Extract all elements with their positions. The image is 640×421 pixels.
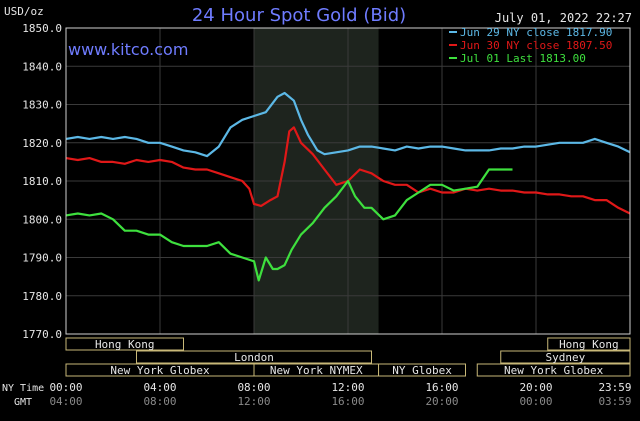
session-bar (136, 350, 372, 364)
session-label: London (234, 351, 274, 364)
chart-title: 24 Hour Spot Gold (Bid) (192, 5, 406, 26)
session-bar (378, 363, 466, 377)
x-tick-label-ny: 16:00 (425, 381, 458, 394)
site-watermark: www.kitco.com (68, 40, 188, 59)
x-tick-label-ny: 00:00 (49, 381, 82, 394)
session-label: Sydney (546, 351, 586, 364)
x-tick-label-ny: 04:00 (143, 381, 176, 394)
x-tick-label-gmt: 04:00 (49, 395, 82, 408)
x-tick-label-gmt: 08:00 (143, 395, 176, 408)
session-label: Hong Kong (95, 338, 155, 351)
session-bar (476, 363, 631, 377)
series-line (65, 91, 631, 158)
session-label: New York Globex (110, 364, 210, 377)
session-bar (65, 337, 184, 351)
x-tick-label-gmt: 12:00 (237, 395, 270, 408)
series-line (65, 126, 631, 215)
x-tick-label-ny: 20:00 (519, 381, 552, 394)
session-bar (500, 350, 631, 364)
x-tick-label-ny: 12:00 (331, 381, 364, 394)
session-label: New York Globex (504, 364, 604, 377)
x-tick-label-gmt: 20:00 (425, 395, 458, 408)
y-tick-label: 1840.0 (22, 60, 62, 73)
x-tick-label-ny: 08:00 (237, 381, 270, 394)
y-tick-label: 1770.0 (22, 328, 62, 341)
session-label: New York NYMEX (270, 364, 363, 377)
x-tick-label-gmt: 16:00 (331, 395, 364, 408)
series-line (65, 168, 513, 282)
x-axis: NY TimeGMT00:0004:0004:0008:0008:0012:00… (2, 381, 632, 408)
y-tick-label: 1780.0 (22, 290, 62, 303)
y-tick-label: 1820.0 (22, 137, 62, 150)
y-tick-label: 1850.0 (22, 22, 62, 35)
series-layer (65, 91, 631, 282)
y-tick-label: 1800.0 (22, 213, 62, 226)
y-tick-label: 1830.0 (22, 99, 62, 112)
plot-frame (65, 27, 631, 335)
x-row-label-ny: NY Time (2, 383, 44, 394)
legend-entry: Jun 29 NY close 1817.90 (460, 26, 612, 39)
y-axis-label: USD/oz (4, 5, 44, 18)
y-axis: 1850.0 1840.0 1830.0 1820.0 1810.0 1800.0 1790… (22, 22, 62, 341)
y-tick-label: 1790.0 (22, 252, 62, 265)
x-tick-label-gmt: 03:59 (598, 395, 631, 408)
x-tick-label-ny: 23:59 (598, 381, 631, 394)
y-tick-label: 1810.0 (22, 175, 62, 188)
session-bars: Hong Kong London New York Globex New York N… (65, 337, 631, 377)
legend-entry: Jul 01 Last 1813.00 (460, 52, 586, 65)
session-label: NY Globex (392, 364, 452, 377)
x-tick-label-gmt: 00:00 (519, 395, 552, 408)
timestamp: July 01, 2022 22:27 (495, 11, 632, 25)
legend-entry: Jun 30 NY close 1807.50 (460, 39, 612, 52)
x-row-label-gmt: GMT (14, 397, 32, 408)
session-bar (547, 337, 631, 351)
session-label: Hong Kong (559, 338, 619, 351)
